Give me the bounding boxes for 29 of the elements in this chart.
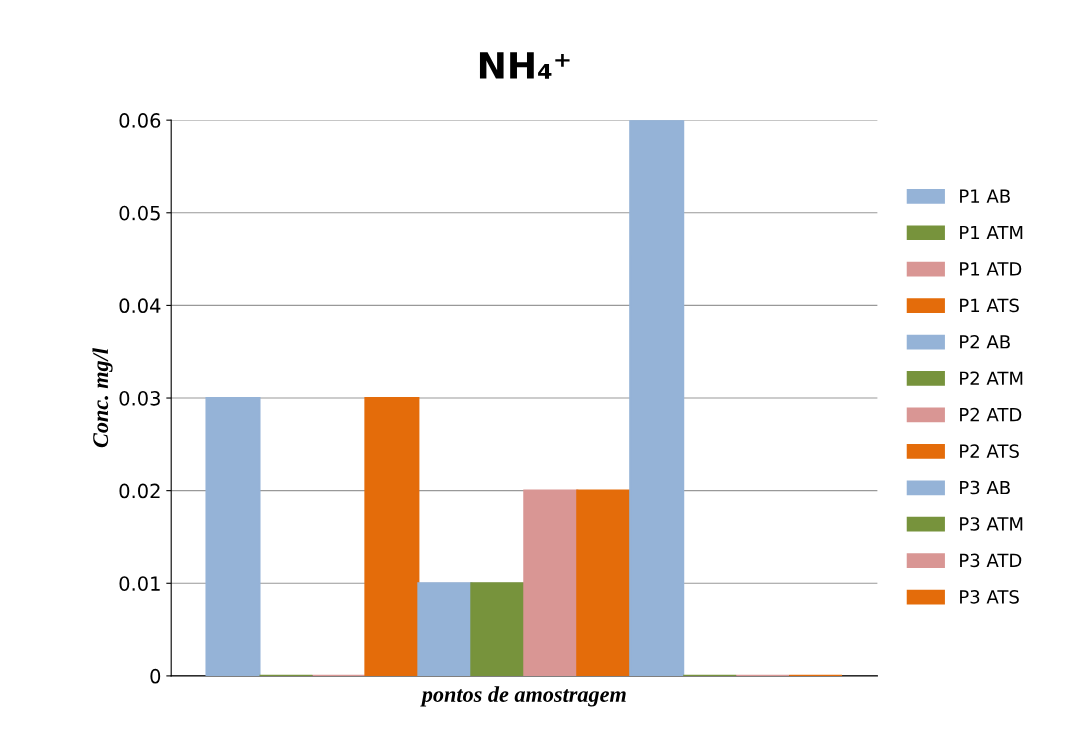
bar: [470, 582, 526, 676]
y-tick-label: 0.01: [119, 576, 160, 591]
legend-label: P2 ATD: [960, 407, 1022, 422]
y-axis-title: Conc. mg/l: [92, 348, 113, 448]
legend-label: P2 ATS: [960, 444, 1019, 458]
legend-label: P3 ATM: [960, 517, 1023, 531]
legend-label: P3 AB: [960, 480, 1010, 495]
y-tick-label: 0.04: [119, 298, 161, 314]
legend-label: P1 ATD: [960, 262, 1022, 276]
legend-label: P2 ATM: [960, 371, 1023, 385]
y-tick-label: 0.05: [119, 205, 160, 221]
legend-label: P1 ATS: [960, 298, 1019, 313]
legend-label: P3 ATD: [960, 553, 1022, 568]
bar: [205, 396, 261, 676]
legend-label: P2 AB: [960, 334, 1010, 349]
y-tick-label: 0.02: [119, 483, 160, 499]
legend-label: P1 AB: [960, 189, 1010, 203]
x-axis-title: pontos de amostragem: [420, 686, 626, 707]
bar: [629, 120, 685, 676]
bar: [523, 489, 579, 676]
bar: [417, 582, 473, 676]
bar: [576, 489, 632, 676]
y-tick-label: 0.03: [119, 390, 160, 406]
legend-label: P3 ATS: [960, 589, 1019, 604]
chart-title: NH₄⁺: [479, 52, 570, 79]
y-tick-label: 0: [150, 668, 161, 684]
bar: [364, 396, 420, 676]
legend-label: P1 ATM: [960, 225, 1023, 240]
y-tick-label: 0.06: [119, 113, 161, 128]
